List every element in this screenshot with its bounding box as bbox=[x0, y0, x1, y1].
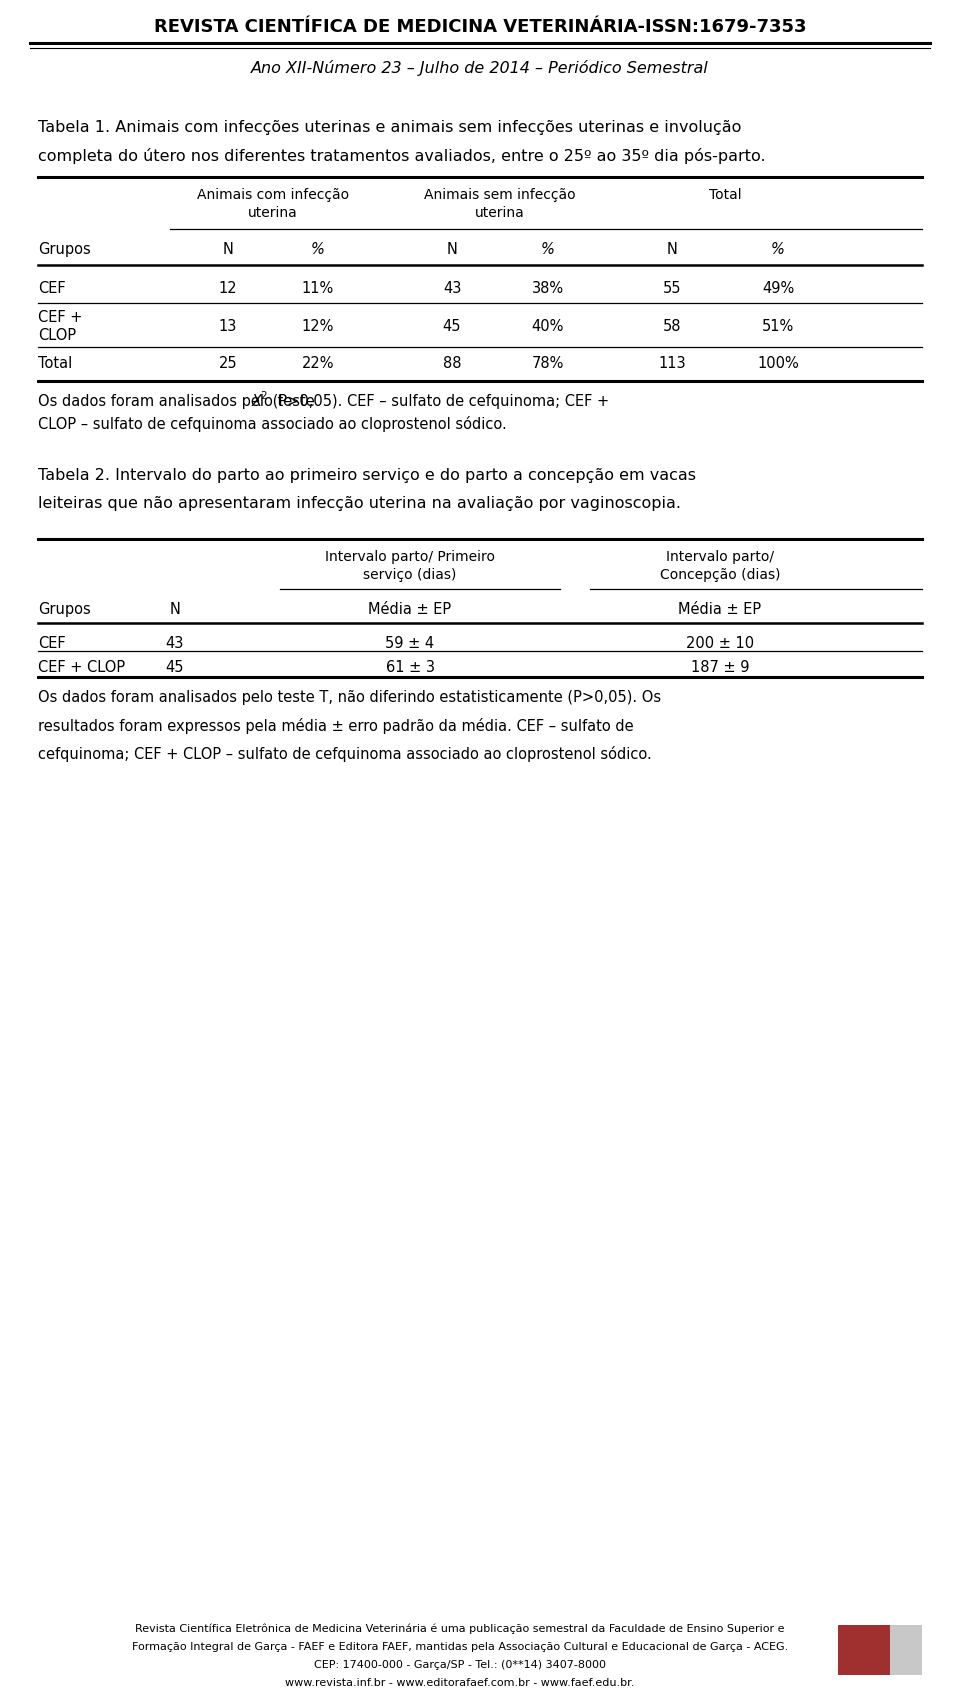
Text: 88: 88 bbox=[443, 356, 461, 370]
Text: Animais sem infecção: Animais sem infecção bbox=[424, 188, 576, 201]
Text: N: N bbox=[446, 242, 457, 257]
Text: Grupos: Grupos bbox=[38, 242, 91, 257]
Text: Os dados foram analisados pelo teste T, não diferindo estatisticamente (P>0,05).: Os dados foram analisados pelo teste T, … bbox=[38, 689, 661, 704]
Text: CLOP – sulfato de cefquinoma associado ao cloprostenol sódico.: CLOP – sulfato de cefquinoma associado a… bbox=[38, 416, 507, 431]
Text: 11%: 11% bbox=[301, 281, 334, 297]
Text: N: N bbox=[223, 242, 233, 257]
Text: Total: Total bbox=[708, 188, 741, 201]
Text: 43: 43 bbox=[443, 281, 461, 297]
Text: resultados foram expressos pela média ± erro padrão da média. CEF – sulfato de: resultados foram expressos pela média ± … bbox=[38, 718, 634, 733]
Text: %: % bbox=[541, 242, 555, 257]
Text: 55: 55 bbox=[662, 281, 682, 297]
Text: uterina: uterina bbox=[248, 206, 298, 220]
Text: CEP: 17400-000 - Garça/SP - Tel.: (0**14) 3407-8000: CEP: 17400-000 - Garça/SP - Tel.: (0**14… bbox=[314, 1659, 606, 1669]
Text: 38%: 38% bbox=[532, 281, 564, 297]
Text: 51%: 51% bbox=[762, 319, 794, 334]
Text: serviço (dias): serviço (dias) bbox=[363, 568, 457, 581]
Text: CEF: CEF bbox=[38, 281, 65, 297]
Bar bbox=[890, 1625, 922, 1674]
Text: Média ± EP: Média ± EP bbox=[369, 602, 451, 617]
Text: CLOP: CLOP bbox=[38, 327, 76, 343]
Text: Os dados foram analisados pelo teste: Os dados foram analisados pelo teste bbox=[38, 394, 320, 409]
Text: 78%: 78% bbox=[532, 356, 564, 370]
Text: 61 ± 3: 61 ± 3 bbox=[386, 660, 435, 675]
Text: N: N bbox=[666, 242, 678, 257]
Text: 12: 12 bbox=[219, 281, 237, 297]
Text: Concepção (dias): Concepção (dias) bbox=[660, 568, 780, 581]
Text: Ano XII-Número 23 – Julho de 2014 – Periódico Semestral: Ano XII-Número 23 – Julho de 2014 – Peri… bbox=[252, 60, 708, 77]
Text: Animais com infecção: Animais com infecção bbox=[197, 188, 349, 201]
Text: Revista Científica Eletrônica de Medicina Veterinária é uma publicação semestral: Revista Científica Eletrônica de Medicin… bbox=[135, 1623, 784, 1633]
Bar bbox=[838, 1625, 890, 1674]
Text: %: % bbox=[311, 242, 324, 257]
Text: 45: 45 bbox=[443, 319, 461, 334]
Text: 25: 25 bbox=[219, 356, 237, 370]
Text: uterina: uterina bbox=[475, 206, 525, 220]
Text: 187 ± 9: 187 ± 9 bbox=[691, 660, 749, 675]
Text: 113: 113 bbox=[659, 356, 685, 370]
Text: 40%: 40% bbox=[532, 319, 564, 334]
Text: 45: 45 bbox=[166, 660, 184, 675]
Text: 49%: 49% bbox=[762, 281, 794, 297]
Text: completa do útero nos diferentes tratamentos avaliados, entre o 25º ao 35º dia p: completa do útero nos diferentes tratame… bbox=[38, 148, 766, 164]
Text: 22%: 22% bbox=[301, 356, 334, 370]
Text: CEF +: CEF + bbox=[38, 310, 83, 326]
Text: 58: 58 bbox=[662, 319, 682, 334]
Text: Tabela 1. Animais com infecções uterinas e animais sem infecções uterinas e invo: Tabela 1. Animais com infecções uterinas… bbox=[38, 119, 741, 135]
Text: Formação Integral de Garça - FAEF e Editora FAEF, mantidas pela Associação Cultu: Formação Integral de Garça - FAEF e Edit… bbox=[132, 1640, 788, 1650]
Text: 59 ± 4: 59 ± 4 bbox=[385, 636, 435, 651]
Text: (P>0,05). CEF – sulfato de cefquinoma; CEF +: (P>0,05). CEF – sulfato de cefquinoma; C… bbox=[268, 394, 610, 409]
Text: Total: Total bbox=[38, 356, 72, 370]
Text: 12%: 12% bbox=[301, 319, 334, 334]
Text: N: N bbox=[170, 602, 180, 617]
Text: leiteiras que não apresentaram infecção uterina na avaliação por vaginoscopia.: leiteiras que não apresentaram infecção … bbox=[38, 496, 681, 512]
Text: CEF: CEF bbox=[38, 636, 65, 651]
Text: CEF + CLOP: CEF + CLOP bbox=[38, 660, 125, 675]
Text: Tabela 2. Intervalo do parto ao primeiro serviço e do parto a concepção em vacas: Tabela 2. Intervalo do parto ao primeiro… bbox=[38, 467, 696, 483]
Text: 2: 2 bbox=[260, 390, 267, 401]
Text: www.revista.inf.br - www.editorafaef.com.br - www.faef.edu.br.: www.revista.inf.br - www.editorafaef.com… bbox=[285, 1678, 635, 1686]
Text: 13: 13 bbox=[219, 319, 237, 334]
Text: Intervalo parto/ Primeiro: Intervalo parto/ Primeiro bbox=[325, 549, 495, 564]
Text: 100%: 100% bbox=[757, 356, 799, 370]
Text: X: X bbox=[252, 394, 261, 409]
Text: Grupos: Grupos bbox=[38, 602, 91, 617]
Text: 200 ± 10: 200 ± 10 bbox=[686, 636, 754, 651]
Text: cefquinoma; CEF + CLOP – sulfato de cefquinoma associado ao cloprostenol sódico.: cefquinoma; CEF + CLOP – sulfato de cefq… bbox=[38, 745, 652, 762]
Text: 43: 43 bbox=[166, 636, 184, 651]
Text: REVISTA CIENTÍFICA DE MEDICINA VETERINÁRIA-ISSN:1679-7353: REVISTA CIENTÍFICA DE MEDICINA VETERINÁR… bbox=[154, 19, 806, 36]
Text: Intervalo parto/: Intervalo parto/ bbox=[666, 549, 774, 564]
Text: %: % bbox=[771, 242, 785, 257]
Text: Média ± EP: Média ± EP bbox=[679, 602, 761, 617]
